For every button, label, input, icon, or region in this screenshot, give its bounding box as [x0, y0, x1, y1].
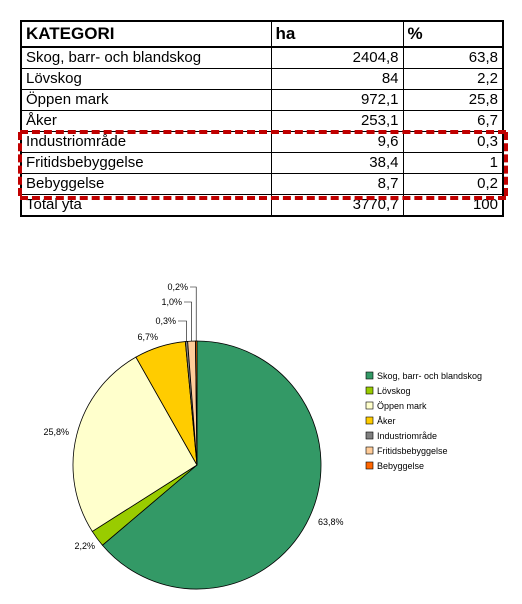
table-row: Bebyggelse 8,7 0,2 [20, 173, 504, 195]
slice-label: 2,2% [74, 541, 95, 551]
slice-label: 0,3% [155, 316, 176, 326]
table-row: Åker 253,1 6,7 [20, 110, 504, 132]
cell-ha: 972,1 [270, 89, 404, 111]
legend-swatch [365, 401, 374, 410]
legend: Skog, barr- och blandskog Lövskog Öppen ma… [365, 371, 482, 471]
cell-percent: 1 [402, 152, 504, 174]
table-row: Lövskog 84 2,2 [20, 68, 504, 90]
legend-swatch [365, 416, 374, 425]
slice-label: 0,2% [167, 282, 188, 292]
legend-label: Åker [377, 416, 396, 426]
legend-label: Bebyggelse [377, 461, 424, 471]
land-use-pie-chart: 63,8% 2,2% 25,8% 6,7% 0,3% 1,0% 0,2% Skog, bar… [43, 282, 482, 590]
cell-category: Bebyggelse [20, 173, 272, 195]
cell-ha: 253,1 [270, 110, 404, 132]
leader-line [178, 320, 187, 342]
cell-ha: 38,4 [270, 152, 404, 174]
cell-category: Lövskog [20, 68, 272, 90]
cell-category: Öppen mark [20, 89, 272, 111]
slice-label: 63,8% [318, 517, 344, 527]
legend-swatch [365, 371, 374, 380]
table-row: Industriområde 9,6 0,3 [20, 131, 504, 153]
legend-label: Skog, barr- och blandskog [377, 371, 482, 381]
legend-swatch [365, 446, 374, 455]
pie [72, 340, 322, 590]
cell-category: Fritidsbebyggelse [20, 152, 272, 174]
table-total-row: Total yta 3770,7 100 [20, 194, 504, 217]
cell-ha: 84 [270, 68, 404, 90]
cell-ha: 9,6 [270, 131, 404, 153]
legend-swatch [365, 431, 374, 440]
legend-label: Lövskog [377, 386, 411, 396]
pie-slice [101, 340, 322, 590]
cell-category: Total yta [20, 194, 272, 217]
land-use-table: KATEGORI ha % Skog, barr- och blandskog … [20, 20, 504, 217]
cell-ha: 8,7 [270, 173, 404, 195]
legend-label: Öppen mark [377, 401, 427, 411]
cell-category: Åker [20, 110, 272, 132]
highlight-box-right [504, 132, 508, 196]
table-row: Öppen mark 972,1 25,8 [20, 89, 504, 111]
leader-line [190, 286, 197, 341]
legend-label: Industriområde [377, 431, 437, 441]
header-percent: % [402, 20, 504, 48]
slice-label: 1,0% [161, 297, 182, 307]
legend-label: Fritidsbebyggelse [377, 446, 448, 456]
cell-category: Skog, barr- och blandskog [20, 46, 272, 69]
legend-swatch [365, 386, 374, 395]
table-header-row: KATEGORI ha % [20, 20, 504, 48]
header-ha: ha [270, 20, 404, 48]
pie-slice [72, 356, 198, 532]
header-category: KATEGORI [20, 20, 272, 48]
slice-label: 25,8% [43, 427, 69, 437]
cell-percent: 2,2 [402, 68, 504, 90]
cell-ha: 3770,7 [270, 194, 404, 217]
land-use-table-container: KATEGORI ha % Skog, barr- och blandskog … [20, 20, 504, 222]
slice-label: 6,7% [137, 332, 158, 342]
table-row: Skog, barr- och blandskog 2404,8 63,8 [20, 46, 504, 69]
cell-percent: 6,7 [402, 110, 504, 132]
cell-category: Industriområde [20, 131, 272, 153]
cell-percent: 0,2 [402, 173, 504, 195]
pie-slice [195, 340, 198, 466]
legend-swatch [365, 461, 374, 470]
cell-percent: 0,3 [402, 131, 504, 153]
slice-labels: 63,8% 2,2% 25,8% 6,7% 0,3% 1,0% 0,2% [43, 282, 343, 551]
table-row: Fritidsbebyggelse 38,4 1 [20, 152, 504, 174]
cell-percent: 100 [402, 194, 504, 217]
leader-line [184, 301, 192, 342]
cell-percent: 25,8 [402, 89, 504, 111]
cell-percent: 63,8 [402, 46, 504, 69]
cell-ha: 2404,8 [270, 46, 404, 69]
